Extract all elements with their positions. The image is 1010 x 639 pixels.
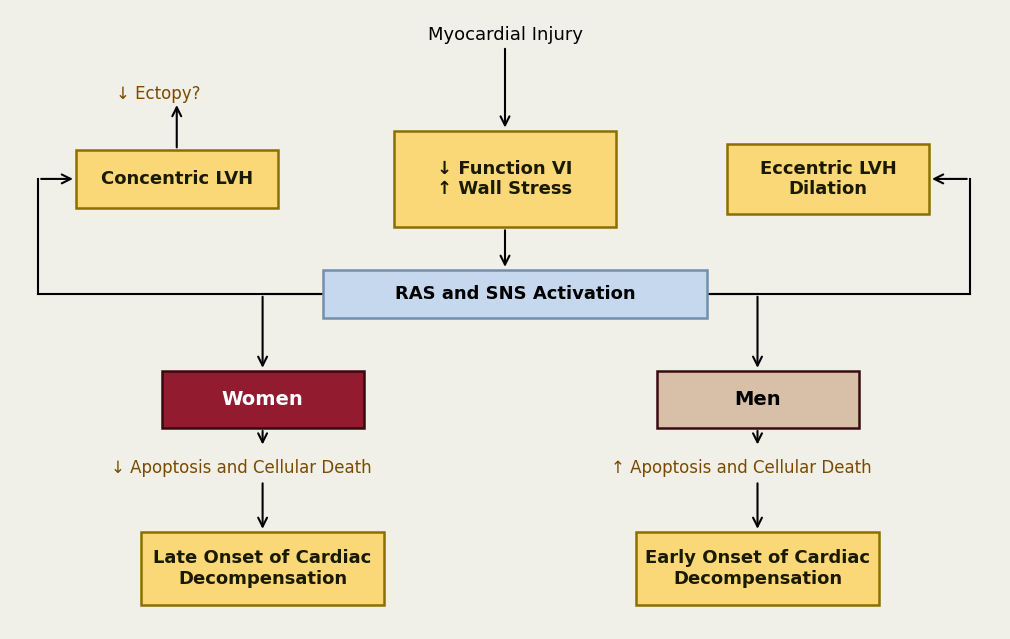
Text: Eccentric LVH
Dilation: Eccentric LVH Dilation xyxy=(760,160,897,198)
FancyBboxPatch shape xyxy=(727,144,929,214)
Text: RAS and SNS Activation: RAS and SNS Activation xyxy=(395,285,635,303)
FancyBboxPatch shape xyxy=(323,270,707,318)
Text: Early Onset of Cardiac
Decompensation: Early Onset of Cardiac Decompensation xyxy=(645,550,870,588)
Text: Women: Women xyxy=(222,390,303,409)
Text: ↓ Apoptosis and Cellular Death: ↓ Apoptosis and Cellular Death xyxy=(111,459,372,477)
Text: Myocardial Injury: Myocardial Injury xyxy=(427,26,583,44)
Text: Late Onset of Cardiac
Decompensation: Late Onset of Cardiac Decompensation xyxy=(154,550,372,588)
FancyBboxPatch shape xyxy=(76,150,278,208)
Text: ↑ Apoptosis and Cellular Death: ↑ Apoptosis and Cellular Death xyxy=(611,459,872,477)
Text: ↓ Function VI
↑ Wall Stress: ↓ Function VI ↑ Wall Stress xyxy=(437,160,573,198)
FancyBboxPatch shape xyxy=(656,371,858,428)
FancyBboxPatch shape xyxy=(141,532,384,606)
FancyBboxPatch shape xyxy=(394,131,616,227)
Text: Concentric LVH: Concentric LVH xyxy=(101,170,252,188)
Text: Men: Men xyxy=(734,390,781,409)
FancyBboxPatch shape xyxy=(162,371,364,428)
FancyBboxPatch shape xyxy=(636,532,879,606)
Text: ↓ Ectopy?: ↓ Ectopy? xyxy=(116,85,201,103)
